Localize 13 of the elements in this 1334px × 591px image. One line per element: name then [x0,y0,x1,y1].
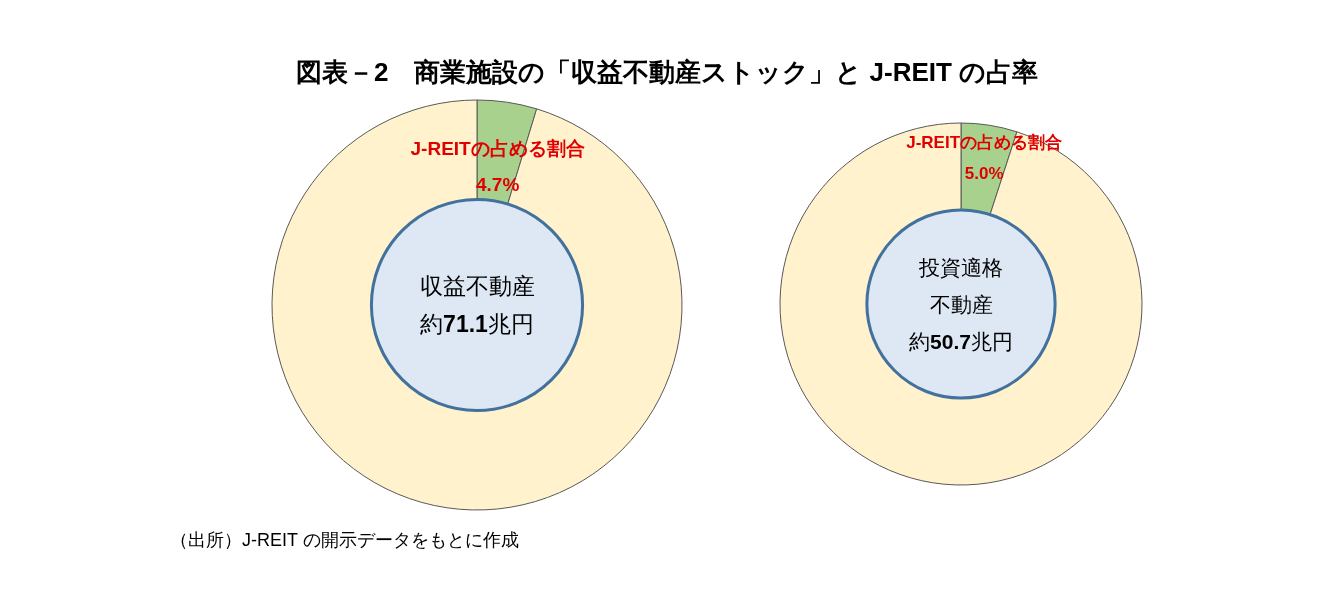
text: 約71.1兆円 [420,311,534,337]
data-label: 5.0% [964,163,1004,183]
text: 収益不動産 [419,273,535,299]
text: 約50.7兆円 [909,329,1013,353]
chart-title: 図表－2 商業施設の「収益不動産ストック」と J-REIT の占率 [295,57,1039,87]
slice-label: J-REITの占める割合 [906,132,1063,152]
text: （出所）J-REIT の開示データをもとに作成 [170,530,519,550]
donut-slice [271,99,683,511]
text: 不動産 [929,292,993,316]
text: 投資適格 [918,255,1003,279]
data-label: 4.7% [476,173,520,195]
donut-slice [779,122,1143,486]
slice-label: J-REITの占める割合 [410,137,585,159]
